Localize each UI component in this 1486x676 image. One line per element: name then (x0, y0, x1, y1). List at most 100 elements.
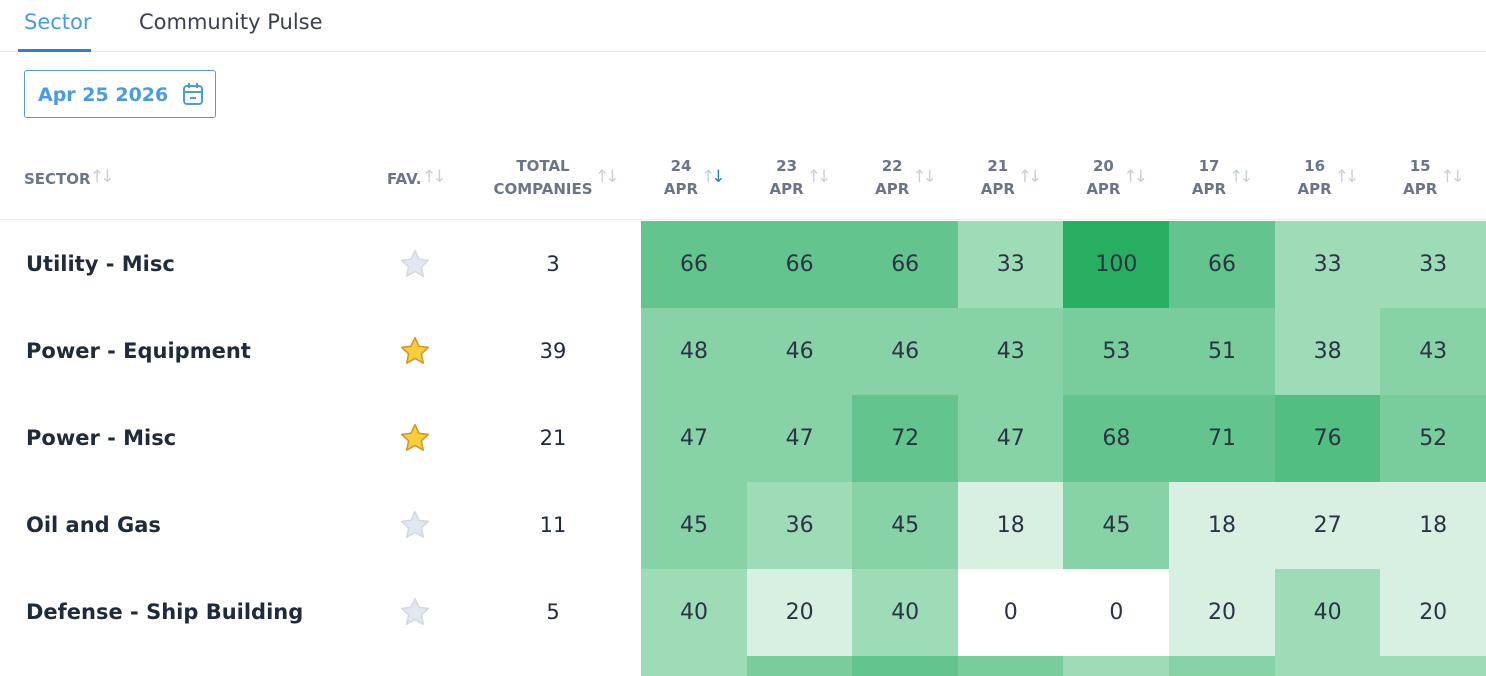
header-day: 23 (776, 157, 798, 175)
heat-cell: 33 (1380, 221, 1486, 308)
table-row[interactable]: Power - Misc 21 47 47 72 47 68 71 76 52 (0, 395, 1486, 482)
heat-cell: 48 (641, 308, 747, 395)
heat-cell: 40 (1274, 569, 1381, 656)
sector-name[interactable]: Oil and Gas (26, 513, 161, 537)
sort-icon[interactable]: ↑↓ (912, 167, 937, 187)
star-filled-icon[interactable] (399, 422, 431, 458)
heat-cell: 20 (1380, 569, 1486, 656)
header-total-companies[interactable]: TOTAL COMPANIES (488, 155, 598, 201)
total-companies: 21 (539, 426, 567, 450)
heat-cell: 51 (1169, 308, 1275, 395)
tab-sector[interactable]: Sector (18, 10, 92, 52)
table-row[interactable]: Defense - Ship Building 5 40 20 40 0 0 20 40 20 (0, 569, 1486, 656)
total-companies: 11 (539, 513, 567, 537)
sort-icon[interactable]: ↑↓ (701, 167, 726, 187)
heat-cell: 45 (641, 482, 747, 569)
heat-cell: 18 (1380, 482, 1486, 569)
header-total-line2: COMPANIES (493, 180, 593, 198)
table-row[interactable]: Oil and Gas 11 45 36 45 18 45 18 27 18 (0, 482, 1486, 569)
heat-cell: 33 (1274, 221, 1381, 308)
heat-cell: 47 (746, 395, 853, 482)
heat-cell: 52 (1380, 395, 1486, 482)
heat-cell (852, 656, 959, 676)
star-outline-icon[interactable] (399, 248, 431, 284)
sector-name[interactable]: Utility - Misc (26, 252, 175, 276)
sort-icon[interactable]: ↑↓ (595, 167, 619, 187)
total-companies: 39 (539, 339, 567, 363)
star-filled-icon[interactable] (399, 335, 431, 371)
sector-name[interactable]: Power - Equipment (26, 339, 251, 363)
header-date[interactable]: 16 APR (1295, 155, 1335, 201)
header-date[interactable]: 23 APR (767, 155, 807, 201)
heat-cell (746, 656, 853, 676)
heat-cell: 40 (641, 569, 747, 656)
header-fav[interactable]: FAV. (387, 170, 422, 188)
sector-name[interactable]: Defense - Ship Building (26, 600, 304, 624)
header-month: APR (1086, 180, 1121, 198)
heat-cell: 18 (957, 482, 1064, 569)
header-date[interactable]: 22 APR (872, 155, 912, 201)
date-picker[interactable]: Apr 25 2026 (24, 70, 216, 118)
heat-cell: 53 (1063, 308, 1170, 395)
sort-icon[interactable]: ↑↓ (806, 167, 832, 187)
heat-cell: 66 (852, 221, 959, 308)
header-month: APR (875, 180, 910, 198)
total-companies: 5 (546, 600, 560, 624)
star-outline-icon[interactable] (399, 596, 431, 632)
sort-icon[interactable]: ↑↓ (1334, 167, 1360, 187)
header-month: APR (1191, 180, 1227, 198)
total-companies: 3 (546, 252, 560, 276)
heat-cell: 27 (1274, 482, 1381, 569)
sort-icon[interactable]: ↑↓ (1440, 167, 1465, 187)
heat-cell: 76 (1274, 395, 1381, 482)
heat-cell: 46 (746, 308, 853, 395)
sort-icon[interactable]: ↑↓ (90, 167, 114, 187)
heat-cell: 20 (1169, 569, 1275, 656)
sort-icon[interactable]: ↑↓ (422, 167, 446, 187)
header-total-line1: TOTAL (516, 157, 570, 175)
header-day: 21 (987, 157, 1009, 175)
header-day: 16 (1304, 157, 1326, 175)
heat-cell: 47 (957, 395, 1064, 482)
heat-cell: 20 (746, 569, 853, 656)
star-outline-icon[interactable] (399, 509, 431, 545)
header-day: 15 (1409, 157, 1431, 175)
heat-cell: 100 (1063, 221, 1170, 308)
table-header: SECTOR ↑↓ FAV. ↑↓ TOTAL COMPANIES ↑↓ 24 AP… (0, 140, 1486, 220)
heat-cell: 18 (1169, 482, 1275, 569)
table-row[interactable]: Utility - Misc 3 66 66 66 33 100 66 33 33 (0, 221, 1486, 308)
calendar-icon (183, 83, 203, 105)
header-day: 24 (670, 157, 692, 175)
heat-cell: 71 (1169, 395, 1275, 482)
header-date[interactable]: 17 APR (1189, 155, 1229, 201)
sort-icon[interactable]: ↑↓ (1017, 167, 1043, 187)
heat-cell: 66 (1169, 221, 1275, 308)
heat-cell: 43 (957, 308, 1064, 395)
header-month: APR (980, 180, 1015, 198)
header-date[interactable]: 24 APR (661, 155, 701, 201)
tab-bar: Sector Community Pulse (0, 0, 1486, 52)
date-value: Apr 25 2026 (38, 84, 169, 106)
heat-cell (641, 656, 747, 676)
heat-cell: 45 (1063, 482, 1170, 569)
heat-cell (1063, 656, 1170, 676)
table-row[interactable]: Power - Equipment 39 48 46 46 43 53 51 38 43 (0, 308, 1486, 395)
sector-name[interactable]: Power - Misc (26, 426, 177, 450)
header-sector[interactable]: SECTOR (24, 170, 91, 188)
heat-cell: 45 (852, 482, 959, 569)
heat-cell: 36 (746, 482, 853, 569)
heat-cell (957, 656, 1064, 676)
header-month: APR (1297, 180, 1332, 198)
heat-cell: 0 (957, 569, 1064, 656)
heat-cell: 68 (1063, 395, 1170, 482)
tab-community-pulse[interactable]: Community Pulse (139, 10, 323, 34)
sort-icon[interactable]: ↑↓ (1229, 167, 1254, 187)
sort-icon[interactable]: ↑↓ (1123, 167, 1148, 187)
heat-cell: 0 (1063, 569, 1170, 656)
heat-cell (1169, 656, 1275, 676)
header-day: 17 (1198, 157, 1220, 175)
header-date[interactable]: 20 APR (1083, 155, 1123, 201)
header-date[interactable]: 15 APR (1400, 155, 1440, 201)
header-month: APR (1403, 180, 1438, 198)
header-date[interactable]: 21 APR (978, 155, 1018, 201)
